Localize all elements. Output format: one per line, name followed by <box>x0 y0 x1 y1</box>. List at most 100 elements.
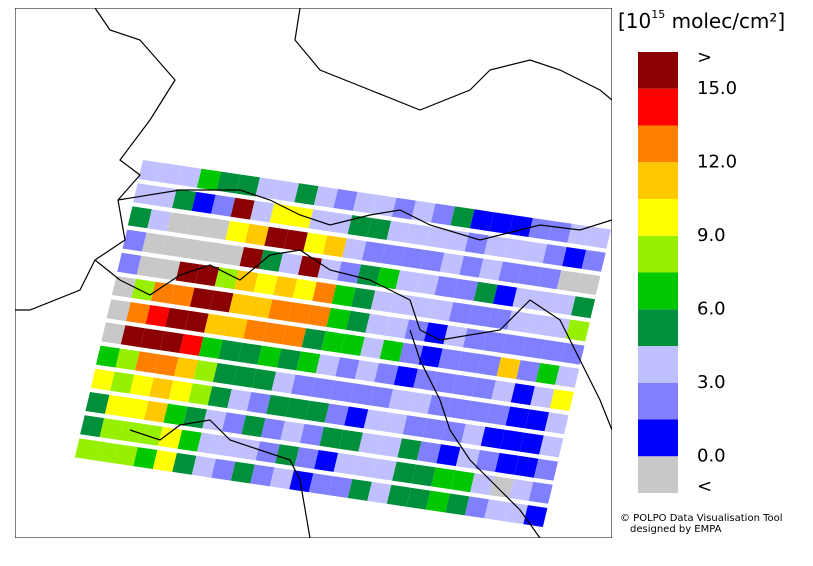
pixel <box>441 421 466 443</box>
pixel <box>301 328 326 351</box>
pixel <box>367 481 392 504</box>
pixel <box>489 212 514 235</box>
pixel <box>400 247 425 269</box>
pixel <box>204 313 229 336</box>
pixel <box>372 458 397 481</box>
pixel <box>122 229 147 252</box>
pixel <box>425 226 450 249</box>
pixel <box>305 400 330 423</box>
coast-line <box>129 419 311 538</box>
pixel <box>425 490 450 513</box>
pixel <box>275 444 300 467</box>
pixel <box>147 209 172 232</box>
pixel <box>253 273 278 295</box>
pixel <box>461 423 486 446</box>
pixel <box>526 313 551 336</box>
pixel <box>191 191 216 214</box>
pixel <box>347 215 372 237</box>
pixel <box>106 299 131 322</box>
pixel <box>324 403 349 426</box>
pixel <box>285 397 310 420</box>
pixel <box>299 423 324 446</box>
pixel <box>477 354 502 377</box>
pixel <box>431 467 456 490</box>
pixel <box>110 371 135 394</box>
colorbar-bin <box>638 272 678 310</box>
pixel <box>512 287 537 310</box>
pixel <box>269 467 294 490</box>
pixel <box>188 383 213 406</box>
pixel <box>294 447 319 469</box>
pixel <box>289 206 314 229</box>
pixel <box>250 464 275 487</box>
pixel <box>496 357 521 380</box>
pixel <box>312 281 337 304</box>
pixel <box>533 458 558 481</box>
colorbar-tick-label: 15.0 <box>697 78 737 99</box>
pixel <box>191 455 216 478</box>
pixel <box>500 429 525 452</box>
pixel <box>571 296 596 319</box>
pixel <box>211 458 236 481</box>
pixel <box>466 400 491 423</box>
pixel <box>292 278 317 301</box>
pixel <box>381 244 406 266</box>
pixel <box>556 270 581 293</box>
pixel <box>542 244 567 266</box>
pixel <box>230 461 255 484</box>
colorbar: < >0.0 3.0 6.0 9.0 12.0 15.0 <box>638 47 737 497</box>
pixel <box>450 206 475 229</box>
colorbar-tick-label: 0.0 <box>697 445 726 466</box>
pixel <box>267 299 292 322</box>
pixel <box>448 302 473 324</box>
pixel <box>196 168 221 191</box>
pixel <box>430 203 455 226</box>
pixel <box>319 426 344 449</box>
pixel <box>422 418 447 440</box>
pixel <box>328 212 353 235</box>
pixel <box>223 316 248 339</box>
unit-suffix: molec/cm²] <box>665 9 785 33</box>
pixel <box>202 409 227 432</box>
colorbar-tick-label: 12.0 <box>697 151 737 172</box>
pixel <box>328 476 353 498</box>
pixel <box>99 418 124 440</box>
pixel <box>326 307 351 330</box>
pixel <box>356 264 381 287</box>
pixel <box>376 267 401 290</box>
pixel <box>161 235 186 258</box>
pixel <box>248 296 273 319</box>
pixel <box>330 380 355 403</box>
pixel <box>519 432 544 455</box>
pixel <box>174 357 199 380</box>
pixel <box>271 371 296 394</box>
colorbar-over-label: > <box>697 47 712 68</box>
pixel <box>427 394 452 417</box>
pixel <box>266 394 291 417</box>
pixel <box>220 244 245 266</box>
pixel <box>156 258 181 281</box>
pixel <box>186 215 211 237</box>
pixel <box>195 264 220 287</box>
border-line <box>94 249 612 431</box>
pixel <box>74 438 99 461</box>
pixel <box>562 247 587 269</box>
pixel <box>505 406 530 429</box>
pixel <box>393 365 418 388</box>
borders <box>15 8 612 538</box>
pixel <box>96 345 121 368</box>
pixel <box>409 296 434 319</box>
pixel <box>392 461 417 484</box>
pixel <box>486 403 511 426</box>
pixel <box>177 165 202 188</box>
pixel <box>152 450 177 472</box>
pixel <box>255 177 280 200</box>
pixel <box>170 284 195 307</box>
colorbar-under-label: < <box>697 476 712 497</box>
pixel <box>434 276 459 298</box>
pixel <box>406 223 431 246</box>
pixel <box>349 383 374 406</box>
pixel <box>544 412 569 435</box>
pixel <box>264 226 289 249</box>
pixel <box>165 307 190 330</box>
